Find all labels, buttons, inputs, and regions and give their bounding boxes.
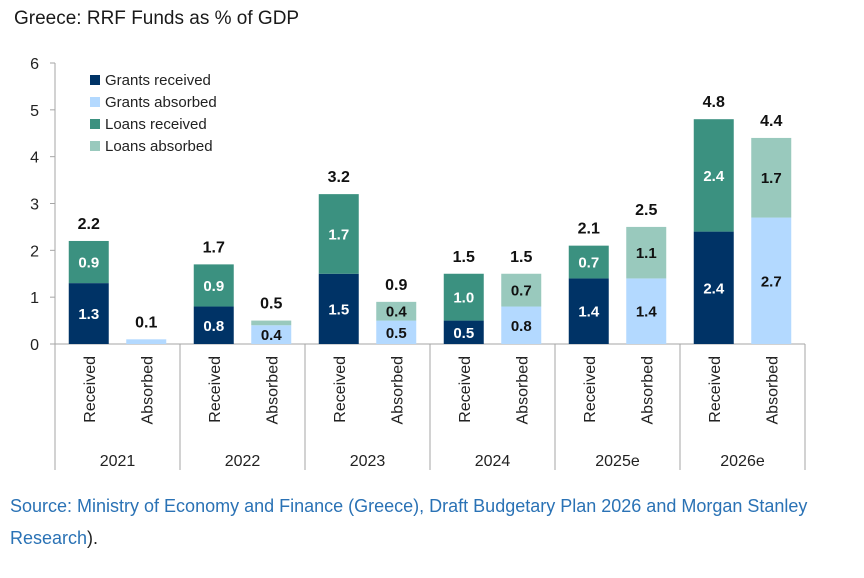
total-data-label: 1.5	[510, 249, 532, 266]
bar-segment	[568, 245, 609, 279]
segment-data-label: 0.8	[511, 318, 532, 335]
bar-segment	[251, 325, 292, 344]
bar-segment	[376, 301, 417, 321]
source-note: Source: Ministry of Economy and Finance …	[10, 490, 850, 554]
x-subcategory-label: Received	[207, 356, 224, 423]
bar-segment	[443, 273, 484, 321]
segment-data-label: 1.4	[578, 304, 600, 321]
bar-segment	[193, 264, 234, 307]
source-suffix: ).	[87, 528, 99, 548]
chart-title: Greece: RRF Funds as % of GDP	[14, 8, 300, 29]
x-group-label: 2026e	[720, 453, 765, 470]
y-tick-label: 0	[30, 337, 39, 354]
bar-segment	[318, 194, 359, 274]
total-data-label: 3.2	[328, 169, 350, 186]
segment-data-label: 0.7	[578, 255, 599, 272]
segment-data-label: 2.4	[703, 280, 725, 297]
bar-segment	[318, 273, 359, 344]
y-tick-label: 6	[30, 56, 39, 73]
segment-data-label: 0.5	[386, 325, 407, 342]
segment-data-label: 1.3	[78, 306, 99, 323]
legend-label: Loans received	[105, 116, 207, 133]
total-data-label: 0.1	[135, 314, 157, 331]
x-subcategory-label: Received	[582, 356, 599, 423]
x-group-label: 2022	[225, 453, 261, 470]
bar-segment	[68, 240, 109, 284]
bar-segment	[693, 231, 734, 344]
x-group-label: 2021	[100, 453, 136, 470]
total-data-label: 1.7	[203, 239, 225, 256]
total-data-label: 1.5	[453, 249, 475, 266]
segment-data-label: 1.1	[636, 245, 657, 262]
x-subcategory-label: Absorbed	[764, 356, 781, 425]
total-data-label: 0.5	[260, 296, 282, 313]
x-group-label: 2025e	[595, 453, 640, 470]
x-subcategory-label: Absorbed	[139, 356, 156, 425]
bar-segment	[193, 306, 234, 344]
segment-data-label: 0.9	[78, 255, 99, 272]
y-tick-label: 1	[30, 290, 39, 307]
segment-data-label: 0.9	[203, 278, 224, 295]
segment-data-label: 0.4	[261, 327, 283, 344]
segment-data-label: 0.4	[386, 304, 408, 321]
legend-swatch	[90, 97, 100, 107]
y-tick-label: 4	[30, 150, 39, 167]
y-tick-label: 3	[30, 197, 39, 214]
segment-data-label: 1.5	[328, 301, 349, 318]
bar-segment	[501, 306, 542, 344]
segment-data-label: 1.0	[453, 290, 474, 307]
total-data-label: 4.8	[703, 94, 725, 111]
bar-segment	[693, 119, 734, 232]
segment-data-label: 2.4	[703, 168, 725, 185]
bar-segment	[751, 137, 792, 218]
legend-label: Grants absorbed	[105, 94, 217, 111]
x-subcategory-label: Received	[332, 356, 349, 423]
stacked-bar-chart: 0 1 2 3 4 5 6 2021 2022 2023 2024 2025e 2026e 1.3 0.9…	[30, 56, 806, 470]
bar-segment	[68, 283, 109, 344]
total-data-label: 2.1	[578, 221, 600, 238]
bar-segment	[501, 273, 542, 307]
segment-data-label: 0.5	[453, 325, 474, 342]
x-group-label: 2023	[350, 453, 386, 470]
total-data-label: 0.9	[385, 277, 407, 294]
legend: Grants received Grants absorbed Loans rece…	[90, 72, 217, 155]
legend-swatch	[90, 141, 100, 151]
bar-segment	[251, 320, 292, 326]
total-data-label: 2.2	[78, 216, 100, 233]
segment-data-label: 1.7	[761, 170, 782, 187]
legend-swatch	[90, 119, 100, 129]
bar-segment	[568, 278, 609, 344]
source-text[interactable]: Source: Ministry of Economy and Finance …	[10, 496, 808, 548]
bar-segment	[626, 226, 667, 279]
legend-label: Loans absorbed	[105, 138, 213, 155]
y-tick-label: 2	[30, 243, 39, 260]
x-group-label: 2024	[475, 453, 511, 470]
x-subcategory-label: Absorbed	[639, 356, 656, 425]
x-subcategory-label: Received	[82, 356, 99, 423]
total-data-label: 4.4	[760, 113, 782, 130]
segment-data-label: 1.7	[328, 226, 349, 243]
bar-segment	[126, 339, 167, 344]
bar-segment	[751, 217, 792, 344]
x-subcategory-label: Absorbed	[389, 356, 406, 425]
segment-data-label: 2.7	[761, 273, 782, 290]
segment-data-label: 0.7	[511, 283, 532, 300]
total-data-label: 2.5	[635, 202, 657, 219]
bars: 1.3 0.9 2.2 Received 0.1 Absorbed 0.8 0.9 1.7 Rec…	[68, 94, 792, 425]
x-subcategory-label: Received	[707, 356, 724, 423]
legend-label: Grants received	[105, 72, 211, 89]
segment-data-label: 1.4	[636, 304, 658, 321]
axes: 0 1 2 3 4 5 6 2021 2022 2023 2024 2025e 2026e	[30, 56, 806, 470]
bar-segment	[443, 320, 484, 344]
x-subcategory-label: Received	[457, 356, 474, 423]
bar-segment	[376, 320, 417, 344]
bar-segment	[626, 278, 667, 344]
x-subcategory-label: Absorbed	[264, 356, 281, 425]
legend-swatch	[90, 75, 100, 85]
y-tick-label: 5	[30, 103, 39, 120]
segment-data-label: 0.8	[203, 318, 224, 335]
x-subcategory-label: Absorbed	[514, 356, 531, 425]
